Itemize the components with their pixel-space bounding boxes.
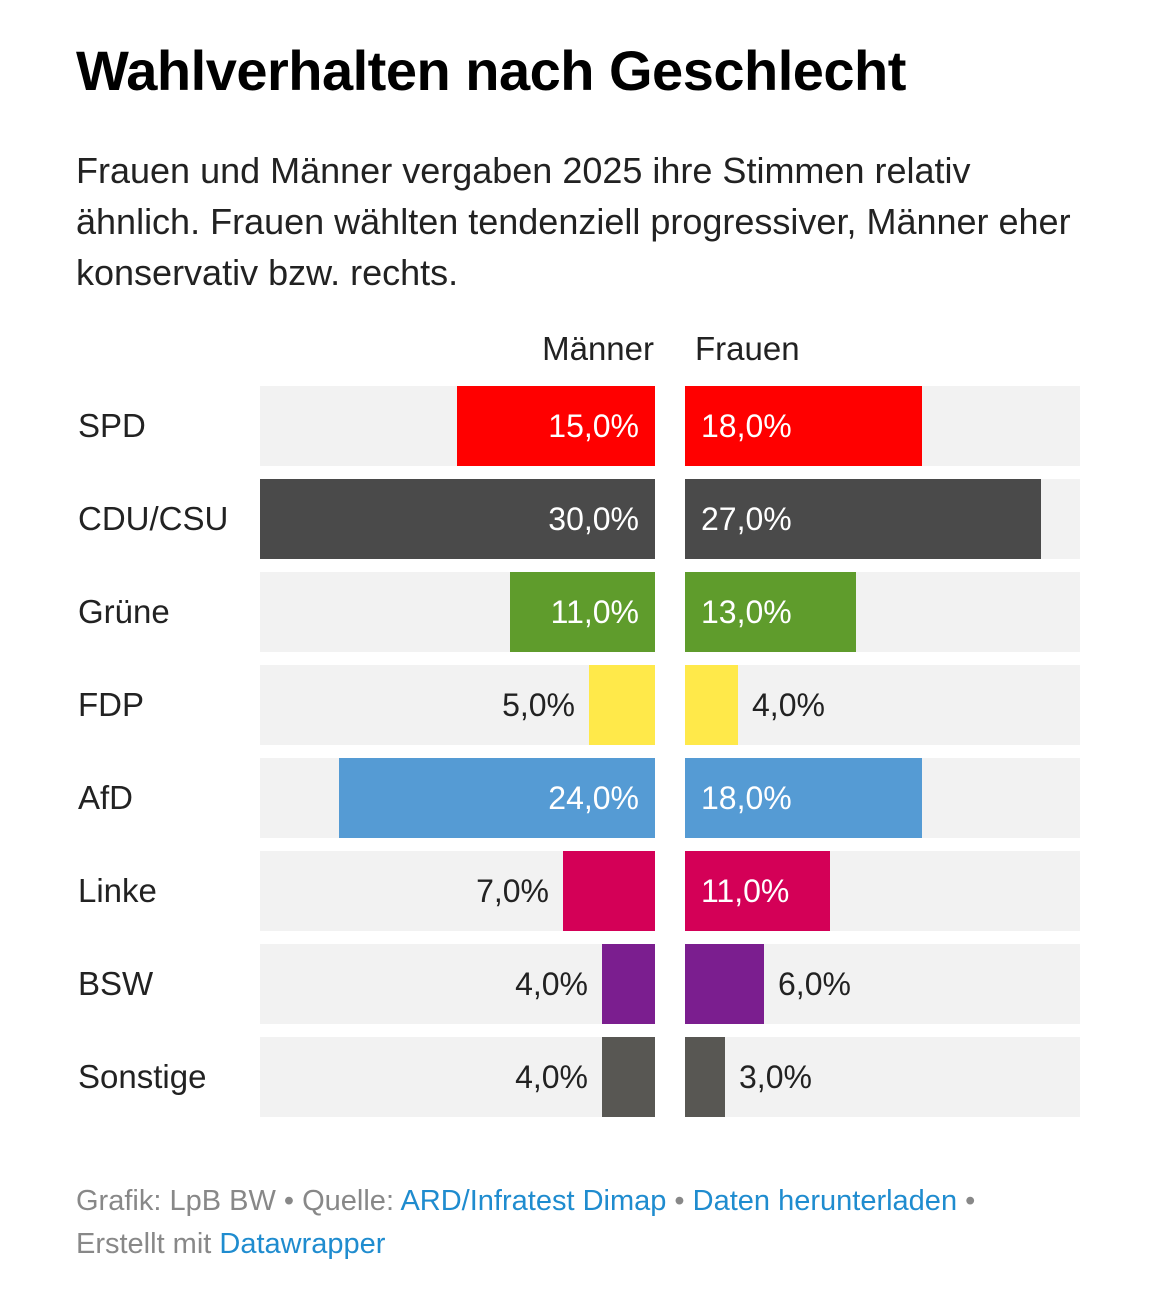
value-label: 18,0% — [701, 408, 792, 444]
value-label: 6,0% — [778, 966, 851, 1002]
bar-track: 11,0% — [260, 572, 655, 652]
bar-maenner-fdp — [589, 665, 655, 745]
source-link[interactable]: ARD/Infratest Dimap — [400, 1185, 667, 1217]
value-label: 11,0% — [701, 873, 790, 909]
chart-row-afd: AfD 24,0% 18,0% — [0, 758, 1170, 838]
value-label: 11,0% — [550, 594, 639, 630]
bar-track: 3,0% — [685, 1037, 1080, 1117]
chart-row-cdu-csu: CDU/CSU 30,0% 27,0% — [0, 479, 1170, 559]
footer-grafik: Grafik: LpB BW — [76, 1185, 276, 1217]
chart-row-spd: SPD 15,0% 18,0% — [0, 386, 1170, 466]
bar-track: 18,0% — [685, 386, 1080, 466]
chart-row-sonstige: Sonstige 4,0% 3,0% — [0, 1037, 1170, 1117]
bar-maenner-afd — [339, 758, 655, 838]
value-label: 18,0% — [701, 780, 792, 816]
chart-row-bsw: BSW 4,0% 6,0% — [0, 944, 1170, 1024]
value-label: 4,0% — [752, 687, 825, 723]
bar-track: 27,0% — [685, 479, 1080, 559]
bar-track: 13,0% — [685, 572, 1080, 652]
category-label: FDP — [78, 686, 144, 723]
category-label: SPD — [78, 407, 146, 444]
category-label: BSW — [78, 965, 154, 1002]
chart-subtitle: Frauen und Männer vergaben 2025 ihre Sti… — [76, 150, 1071, 293]
datawrapper-link[interactable]: Datawrapper — [219, 1228, 386, 1260]
bar-track: 4,0% — [685, 665, 1080, 745]
bar-maenner-bsw — [602, 944, 655, 1024]
value-label: 27,0% — [701, 501, 792, 537]
download-data-link[interactable]: Daten herunterladen — [692, 1185, 958, 1217]
value-label: 30,0% — [548, 501, 639, 537]
column-header-maenner: Männer — [542, 330, 654, 367]
bar-frauen-spd — [685, 386, 922, 466]
bar-maenner-linke — [563, 851, 655, 931]
bar-track: 7,0% — [260, 851, 655, 931]
value-label: 5,0% — [502, 687, 575, 723]
chart-title: Wahlverhalten nach Geschlecht — [76, 39, 906, 102]
column-header-frauen: Frauen — [695, 330, 800, 367]
value-label: 7,0% — [476, 873, 549, 909]
value-label: 4,0% — [515, 966, 588, 1002]
bar-frauen-afd — [685, 758, 922, 838]
bar-track: 18,0% — [685, 758, 1080, 838]
bar-frauen-cdu-csu — [685, 479, 1041, 559]
category-label: Sonstige — [78, 1058, 207, 1095]
category-label: AfD — [78, 779, 134, 816]
bar-track: 11,0% — [685, 851, 1080, 931]
value-label: 15,0% — [548, 408, 639, 444]
category-label: CDU/CSU — [78, 500, 229, 537]
bar-frauen-gr-ne — [685, 572, 856, 652]
bar-track: 15,0% — [260, 386, 655, 466]
bar-frauen-bsw — [685, 944, 764, 1024]
bar-track: 4,0% — [260, 944, 655, 1024]
chart-row-fdp: FDP 5,0% 4,0% — [0, 665, 1170, 745]
footer-erstellt: Erstellt mit — [76, 1228, 220, 1260]
chart-row-gr-ne: Grüne 11,0% 13,0% — [0, 572, 1170, 652]
footer-separator: • — [666, 1185, 693, 1217]
bar-frauen-fdp — [685, 665, 738, 745]
bar-track: 4,0% — [260, 1037, 655, 1117]
bar-maenner-cdu-csu — [260, 479, 655, 559]
chart-footer: Grafik: LpB BW • Quelle: ARD/Infratest D… — [76, 1180, 1096, 1266]
bar-maenner-sonstige — [602, 1037, 655, 1117]
category-label: Linke — [78, 872, 157, 909]
value-label: 4,0% — [515, 1059, 588, 1095]
footer-separator: • — [275, 1185, 303, 1217]
value-label: 13,0% — [701, 594, 792, 630]
bar-track: 24,0% — [260, 758, 655, 838]
bar-frauen-sonstige — [685, 1037, 725, 1117]
bar-track: 6,0% — [685, 944, 1080, 1024]
value-label: 24,0% — [548, 780, 639, 816]
value-label: 3,0% — [739, 1059, 812, 1095]
bar-maenner-gr-ne — [510, 572, 655, 652]
bar-maenner-spd — [457, 386, 655, 466]
bar-track: 5,0% — [260, 665, 655, 745]
category-label: Grüne — [78, 593, 170, 630]
chart-row-linke: Linke 7,0% 11,0% — [0, 851, 1170, 931]
footer-separator: • — [957, 1185, 976, 1217]
bar-frauen-linke — [685, 851, 830, 931]
bar-track: 30,0% — [260, 479, 655, 559]
footer-quelle-label: Quelle: — [302, 1185, 401, 1217]
